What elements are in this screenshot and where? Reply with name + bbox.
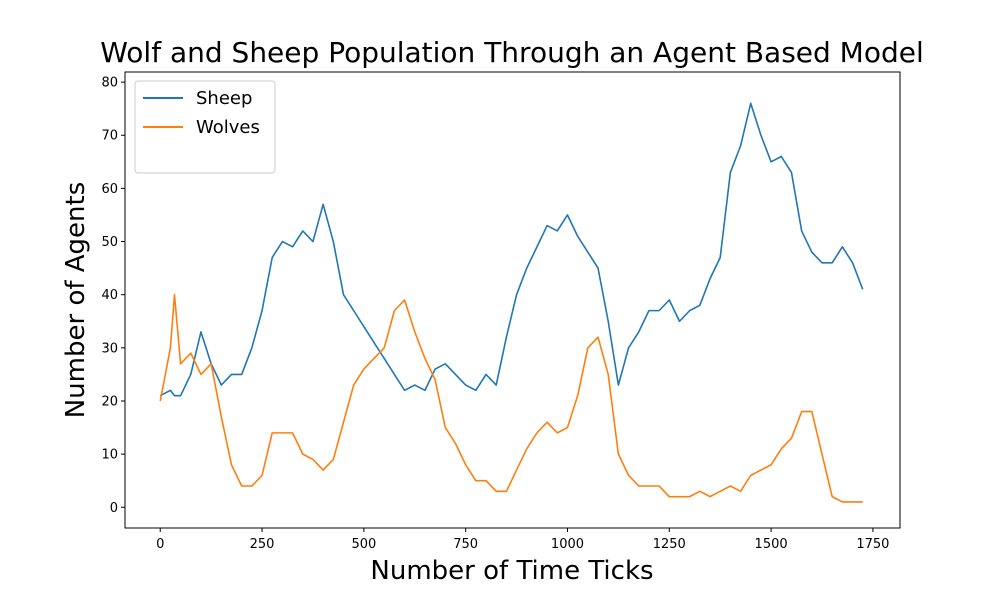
chart-title: Wolf and Sheep Population Through an Age…: [100, 36, 924, 69]
y-tick-label: 40: [101, 288, 118, 303]
plot-frame: [124, 71, 901, 529]
y-tick-label: 20: [101, 394, 118, 409]
y-tick-label: 10: [101, 448, 118, 463]
x-tick-label: 1250: [653, 537, 686, 552]
x-axis-label: Number of Time Ticks: [370, 556, 653, 586]
y-tick-label: 50: [101, 235, 118, 250]
x-tick-label: 750: [453, 537, 478, 552]
legend-box: [134, 80, 276, 174]
legend-label: Wolves: [196, 117, 260, 138]
x-tick-label: 1750: [856, 537, 889, 552]
y-tick-label: 60: [101, 182, 118, 197]
series-line: [159, 293, 863, 503]
y-tick-label: 70: [101, 129, 118, 144]
y-tick-label: 0: [110, 501, 118, 516]
y-axis-label: Number of Agents: [61, 182, 91, 419]
x-tick-label: 500: [351, 537, 376, 552]
x-tick-label: 0: [156, 537, 164, 552]
x-tick-label: 1500: [755, 537, 788, 552]
y-tick-label: 80: [101, 76, 118, 91]
x-tick-label: 250: [250, 537, 275, 552]
series-line: [159, 102, 864, 397]
y-tick-label: 30: [101, 341, 118, 356]
x-tick-label: 1000: [551, 537, 584, 552]
legend-label: Sheep: [196, 88, 252, 109]
